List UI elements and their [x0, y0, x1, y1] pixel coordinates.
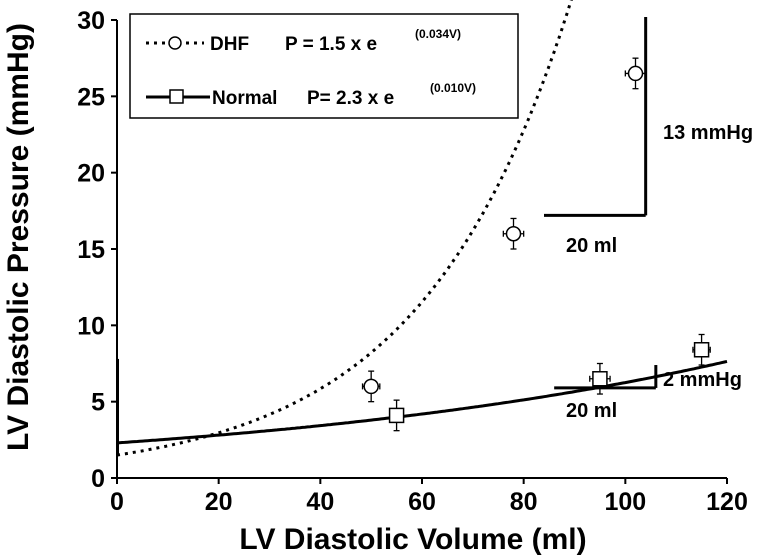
y-axis-title: LV Diastolic Pressure (mmHg)	[2, 23, 35, 451]
annotation-brackets	[544, 16, 658, 390]
legend: DHF P = 1.5 x e (0.034V) Normal P= 2.3 x…	[129, 13, 519, 119]
legend-normal-equation: P= 2.3 x e	[307, 88, 394, 109]
markers	[361, 57, 711, 432]
annotation-13-mmhg: 13 mmHg	[663, 122, 753, 144]
circle-marker	[627, 65, 644, 82]
circle-marker	[363, 378, 379, 395]
x-tick-label: 20	[205, 488, 233, 516]
x-tick-label: 0	[110, 488, 124, 516]
y-tick-label: 5	[91, 389, 105, 417]
circle-marker	[505, 225, 522, 242]
data-point-dhf	[624, 57, 647, 90]
x-ticks: 0 20 40 60 80 100 120	[110, 478, 748, 516]
y-tick-label: 0	[91, 465, 105, 493]
y-tick-label: 30	[77, 7, 105, 35]
legend-normal-name: Normal	[212, 88, 277, 109]
y-tick-label: 15	[77, 236, 105, 264]
legend-normal-exponent: (0.010V)	[430, 81, 476, 95]
x-axis-title: LV Diastolic Volume (ml)	[239, 523, 586, 556]
x-tick-label: 60	[408, 488, 436, 516]
data-point-dhf	[502, 217, 525, 250]
y-tick-label: 20	[77, 160, 105, 188]
legend-entry-dhf: DHF P = 1.5 x e (0.034V)	[146, 27, 461, 55]
x-tick-label: 100	[604, 488, 646, 516]
curves	[116, 0, 728, 457]
square-marker	[693, 342, 710, 358]
legend-dhf-name: DHF	[210, 34, 249, 55]
data-point-dhf	[361, 370, 381, 403]
square-marker	[592, 371, 608, 387]
y-tick-label: 10	[77, 312, 105, 340]
square-marker	[388, 407, 405, 424]
y-ticks: 0 5 10 15 20 25 30	[77, 7, 117, 493]
legend-entry-normal: Normal P= 2.3 x e (0.010V)	[146, 81, 476, 109]
annotation-20-ml-upper: 20 ml	[566, 235, 617, 257]
annotation-20-ml-lower: 20 ml	[566, 400, 617, 422]
legend-normal-marker	[169, 89, 184, 104]
data-point-normal	[388, 399, 405, 432]
x-tick-label: 120	[706, 488, 748, 516]
annotation-2-mmhg: 2 mmHg	[663, 369, 742, 391]
data-point-normal	[692, 333, 711, 366]
y-tick-label: 25	[77, 83, 105, 111]
x-tick-label: 40	[306, 488, 334, 516]
legend-box	[129, 13, 519, 119]
x-tick-label: 80	[510, 488, 538, 516]
legend-dhf-exponent: (0.034V)	[415, 27, 461, 41]
legend-dhf-equation: P = 1.5 x e	[285, 34, 377, 55]
axes: 0 5 10 15 20 25 30 0 20 40 60 80 100 120	[77, 7, 748, 516]
data-point-normal	[589, 362, 611, 395]
legend-dhf-marker	[168, 36, 182, 50]
curve-normal	[116, 359, 728, 445]
